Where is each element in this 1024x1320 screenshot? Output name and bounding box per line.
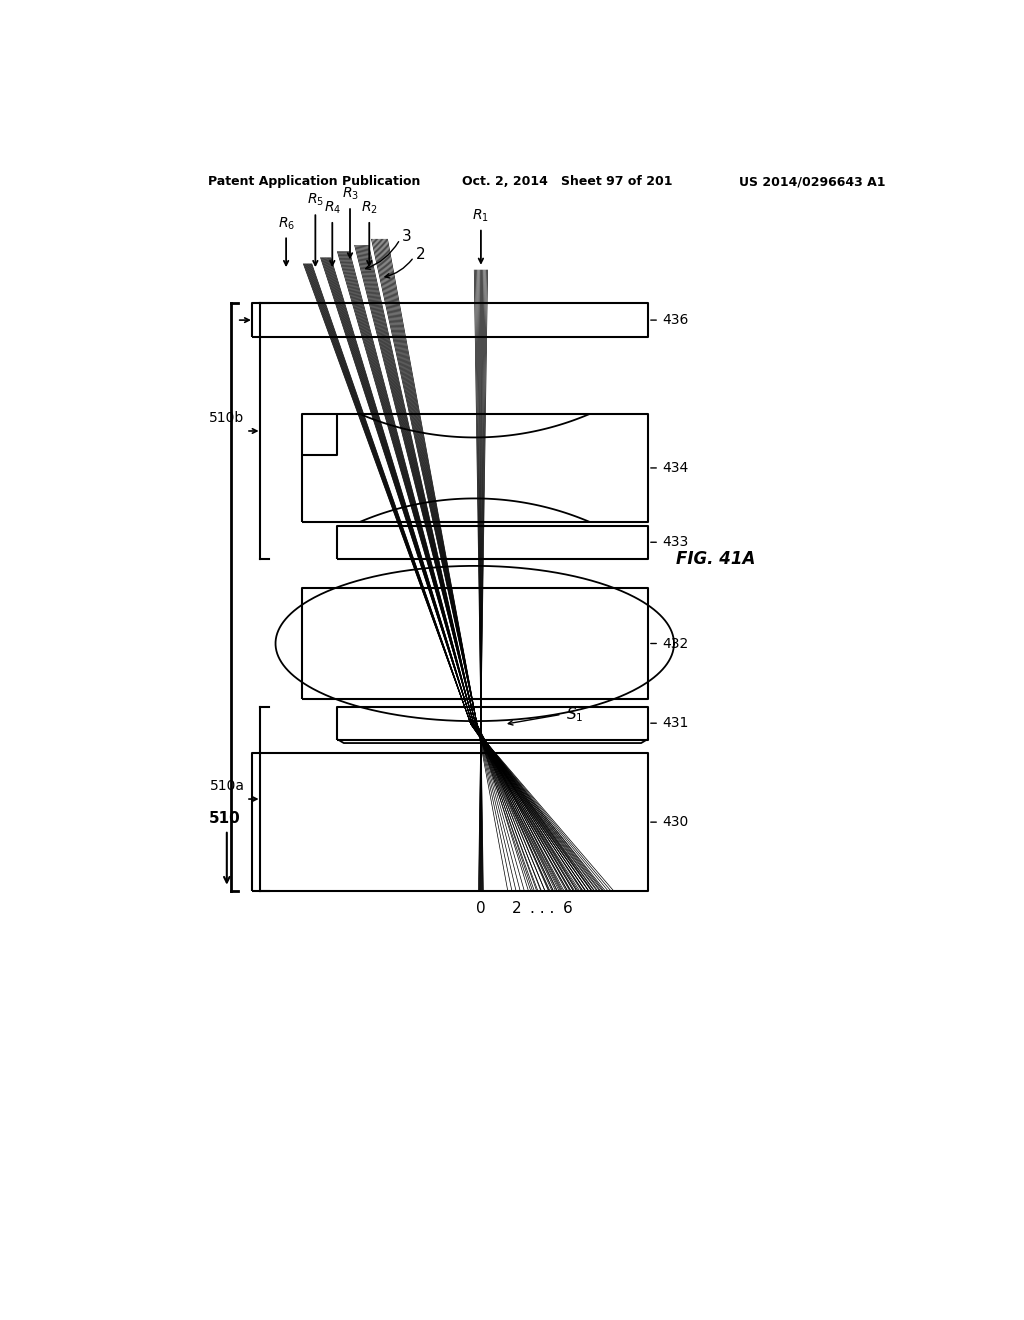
Text: 433: 433 bbox=[651, 535, 688, 549]
Text: 510: 510 bbox=[209, 810, 241, 826]
Text: $S_1$: $S_1$ bbox=[565, 705, 583, 723]
Text: 2: 2 bbox=[512, 902, 522, 916]
Text: 2: 2 bbox=[416, 247, 425, 263]
Text: $R_1$: $R_1$ bbox=[472, 207, 489, 224]
Text: FIG. 41A: FIG. 41A bbox=[676, 550, 756, 568]
Text: 3: 3 bbox=[401, 230, 412, 244]
Text: 436: 436 bbox=[651, 313, 688, 327]
Text: 431: 431 bbox=[651, 717, 688, 730]
Text: 430: 430 bbox=[651, 816, 688, 829]
Text: $R_6$: $R_6$ bbox=[278, 215, 295, 231]
Text: $R_3$: $R_3$ bbox=[341, 186, 358, 202]
Text: 510a: 510a bbox=[210, 779, 245, 793]
Text: 432: 432 bbox=[651, 636, 688, 651]
Text: 434: 434 bbox=[651, 461, 688, 475]
Text: 0: 0 bbox=[476, 902, 485, 916]
Text: $R_4$: $R_4$ bbox=[324, 199, 341, 216]
Text: Oct. 2, 2014   Sheet 97 of 201: Oct. 2, 2014 Sheet 97 of 201 bbox=[462, 176, 672, 187]
Text: Patent Application Publication: Patent Application Publication bbox=[208, 176, 420, 187]
Text: US 2014/0296643 A1: US 2014/0296643 A1 bbox=[739, 176, 886, 187]
Text: 510b: 510b bbox=[209, 411, 245, 425]
Text: $R_5$: $R_5$ bbox=[307, 191, 324, 209]
Text: $R_2$: $R_2$ bbox=[360, 199, 378, 216]
Text: 6: 6 bbox=[563, 902, 572, 916]
Text: . . .: . . . bbox=[530, 902, 555, 916]
